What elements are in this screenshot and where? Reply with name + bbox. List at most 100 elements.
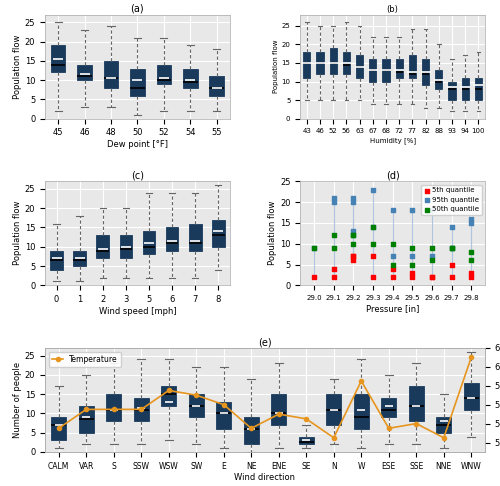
Temperature: [413, 421, 419, 427]
Temperature: [358, 378, 364, 384]
X-axis label: Dew point [°F]: Dew point [°F]: [107, 140, 168, 149]
PathPatch shape: [408, 55, 416, 78]
Temperature: [441, 435, 447, 441]
5th quantile: [448, 260, 456, 268]
PathPatch shape: [212, 220, 224, 247]
X-axis label: Pressure [in]: Pressure [in]: [366, 304, 420, 313]
95th quantile: [467, 215, 475, 223]
5th quantile: [349, 252, 357, 260]
PathPatch shape: [96, 235, 109, 259]
Y-axis label: Population flow: Population flow: [13, 35, 22, 99]
Temperature: [303, 416, 309, 422]
PathPatch shape: [78, 406, 94, 433]
Title: (b): (b): [386, 5, 398, 14]
PathPatch shape: [166, 227, 178, 251]
5th quantile: [330, 265, 338, 273]
50th quantile: [349, 240, 357, 247]
95th quantile: [349, 194, 357, 202]
PathPatch shape: [142, 231, 156, 255]
5th quantile: [467, 269, 475, 277]
PathPatch shape: [435, 70, 442, 89]
95th quantile: [467, 219, 475, 227]
50th quantile: [310, 244, 318, 252]
PathPatch shape: [216, 402, 232, 429]
5th quantile: [408, 273, 416, 281]
5th quantile: [428, 273, 436, 281]
PathPatch shape: [396, 59, 403, 78]
95th quantile: [428, 207, 436, 214]
5th quantile: [310, 273, 318, 281]
5th quantile: [408, 269, 416, 277]
5th quantile: [467, 273, 475, 281]
PathPatch shape: [130, 69, 144, 96]
Y-axis label: Population flow: Population flow: [268, 201, 277, 265]
Title: (c): (c): [131, 171, 144, 180]
PathPatch shape: [408, 386, 424, 421]
PathPatch shape: [436, 417, 452, 433]
50th quantile: [408, 244, 416, 252]
50th quantile: [448, 244, 456, 252]
PathPatch shape: [50, 251, 63, 270]
Temperature: [193, 392, 199, 398]
PathPatch shape: [210, 76, 224, 96]
PathPatch shape: [78, 65, 92, 80]
95th quantile: [388, 252, 396, 260]
PathPatch shape: [381, 398, 396, 417]
50th quantile: [388, 260, 396, 268]
PathPatch shape: [183, 69, 198, 88]
PathPatch shape: [342, 52, 350, 74]
Line: Temperature: Temperature: [56, 355, 474, 440]
5th quantile: [369, 252, 377, 260]
PathPatch shape: [475, 78, 482, 100]
5th quantile: [349, 257, 357, 264]
PathPatch shape: [134, 398, 149, 421]
50th quantile: [330, 244, 338, 252]
Y-axis label: Population flow: Population flow: [272, 40, 278, 93]
PathPatch shape: [244, 417, 259, 444]
Temperature: [276, 411, 282, 417]
95th quantile: [369, 223, 377, 231]
PathPatch shape: [382, 59, 390, 82]
95th quantile: [330, 194, 338, 202]
50th quantile: [467, 257, 475, 264]
PathPatch shape: [271, 394, 286, 425]
PathPatch shape: [448, 82, 456, 100]
95th quantile: [349, 227, 357, 235]
PathPatch shape: [356, 55, 363, 78]
Title: (d): (d): [386, 171, 400, 180]
PathPatch shape: [51, 45, 66, 72]
5th quantile: [448, 273, 456, 281]
5th quantile: [349, 252, 357, 260]
Temperature: [166, 387, 172, 393]
Temperature: [56, 425, 62, 431]
5th quantile: [428, 273, 436, 281]
Temperature: [111, 406, 117, 412]
PathPatch shape: [422, 59, 429, 85]
5th quantile: [388, 273, 396, 281]
Temperature: [221, 402, 227, 408]
95th quantile: [408, 207, 416, 214]
95th quantile: [428, 252, 436, 260]
95th quantile: [349, 198, 357, 206]
Temperature: [386, 425, 392, 431]
95th quantile: [369, 186, 377, 193]
50th quantile: [388, 240, 396, 247]
PathPatch shape: [330, 48, 337, 74]
PathPatch shape: [354, 394, 369, 429]
5th quantile: [330, 273, 338, 281]
PathPatch shape: [369, 59, 376, 82]
50th quantile: [369, 223, 377, 231]
95th quantile: [310, 244, 318, 252]
PathPatch shape: [106, 394, 122, 421]
PathPatch shape: [462, 78, 469, 100]
95th quantile: [330, 198, 338, 206]
50th quantile: [467, 248, 475, 256]
PathPatch shape: [104, 61, 118, 88]
PathPatch shape: [188, 394, 204, 417]
PathPatch shape: [120, 235, 132, 259]
Temperature: [331, 435, 337, 441]
Legend: Temperature: Temperature: [49, 352, 121, 367]
PathPatch shape: [51, 417, 66, 440]
50th quantile: [408, 260, 416, 268]
50th quantile: [428, 244, 436, 252]
